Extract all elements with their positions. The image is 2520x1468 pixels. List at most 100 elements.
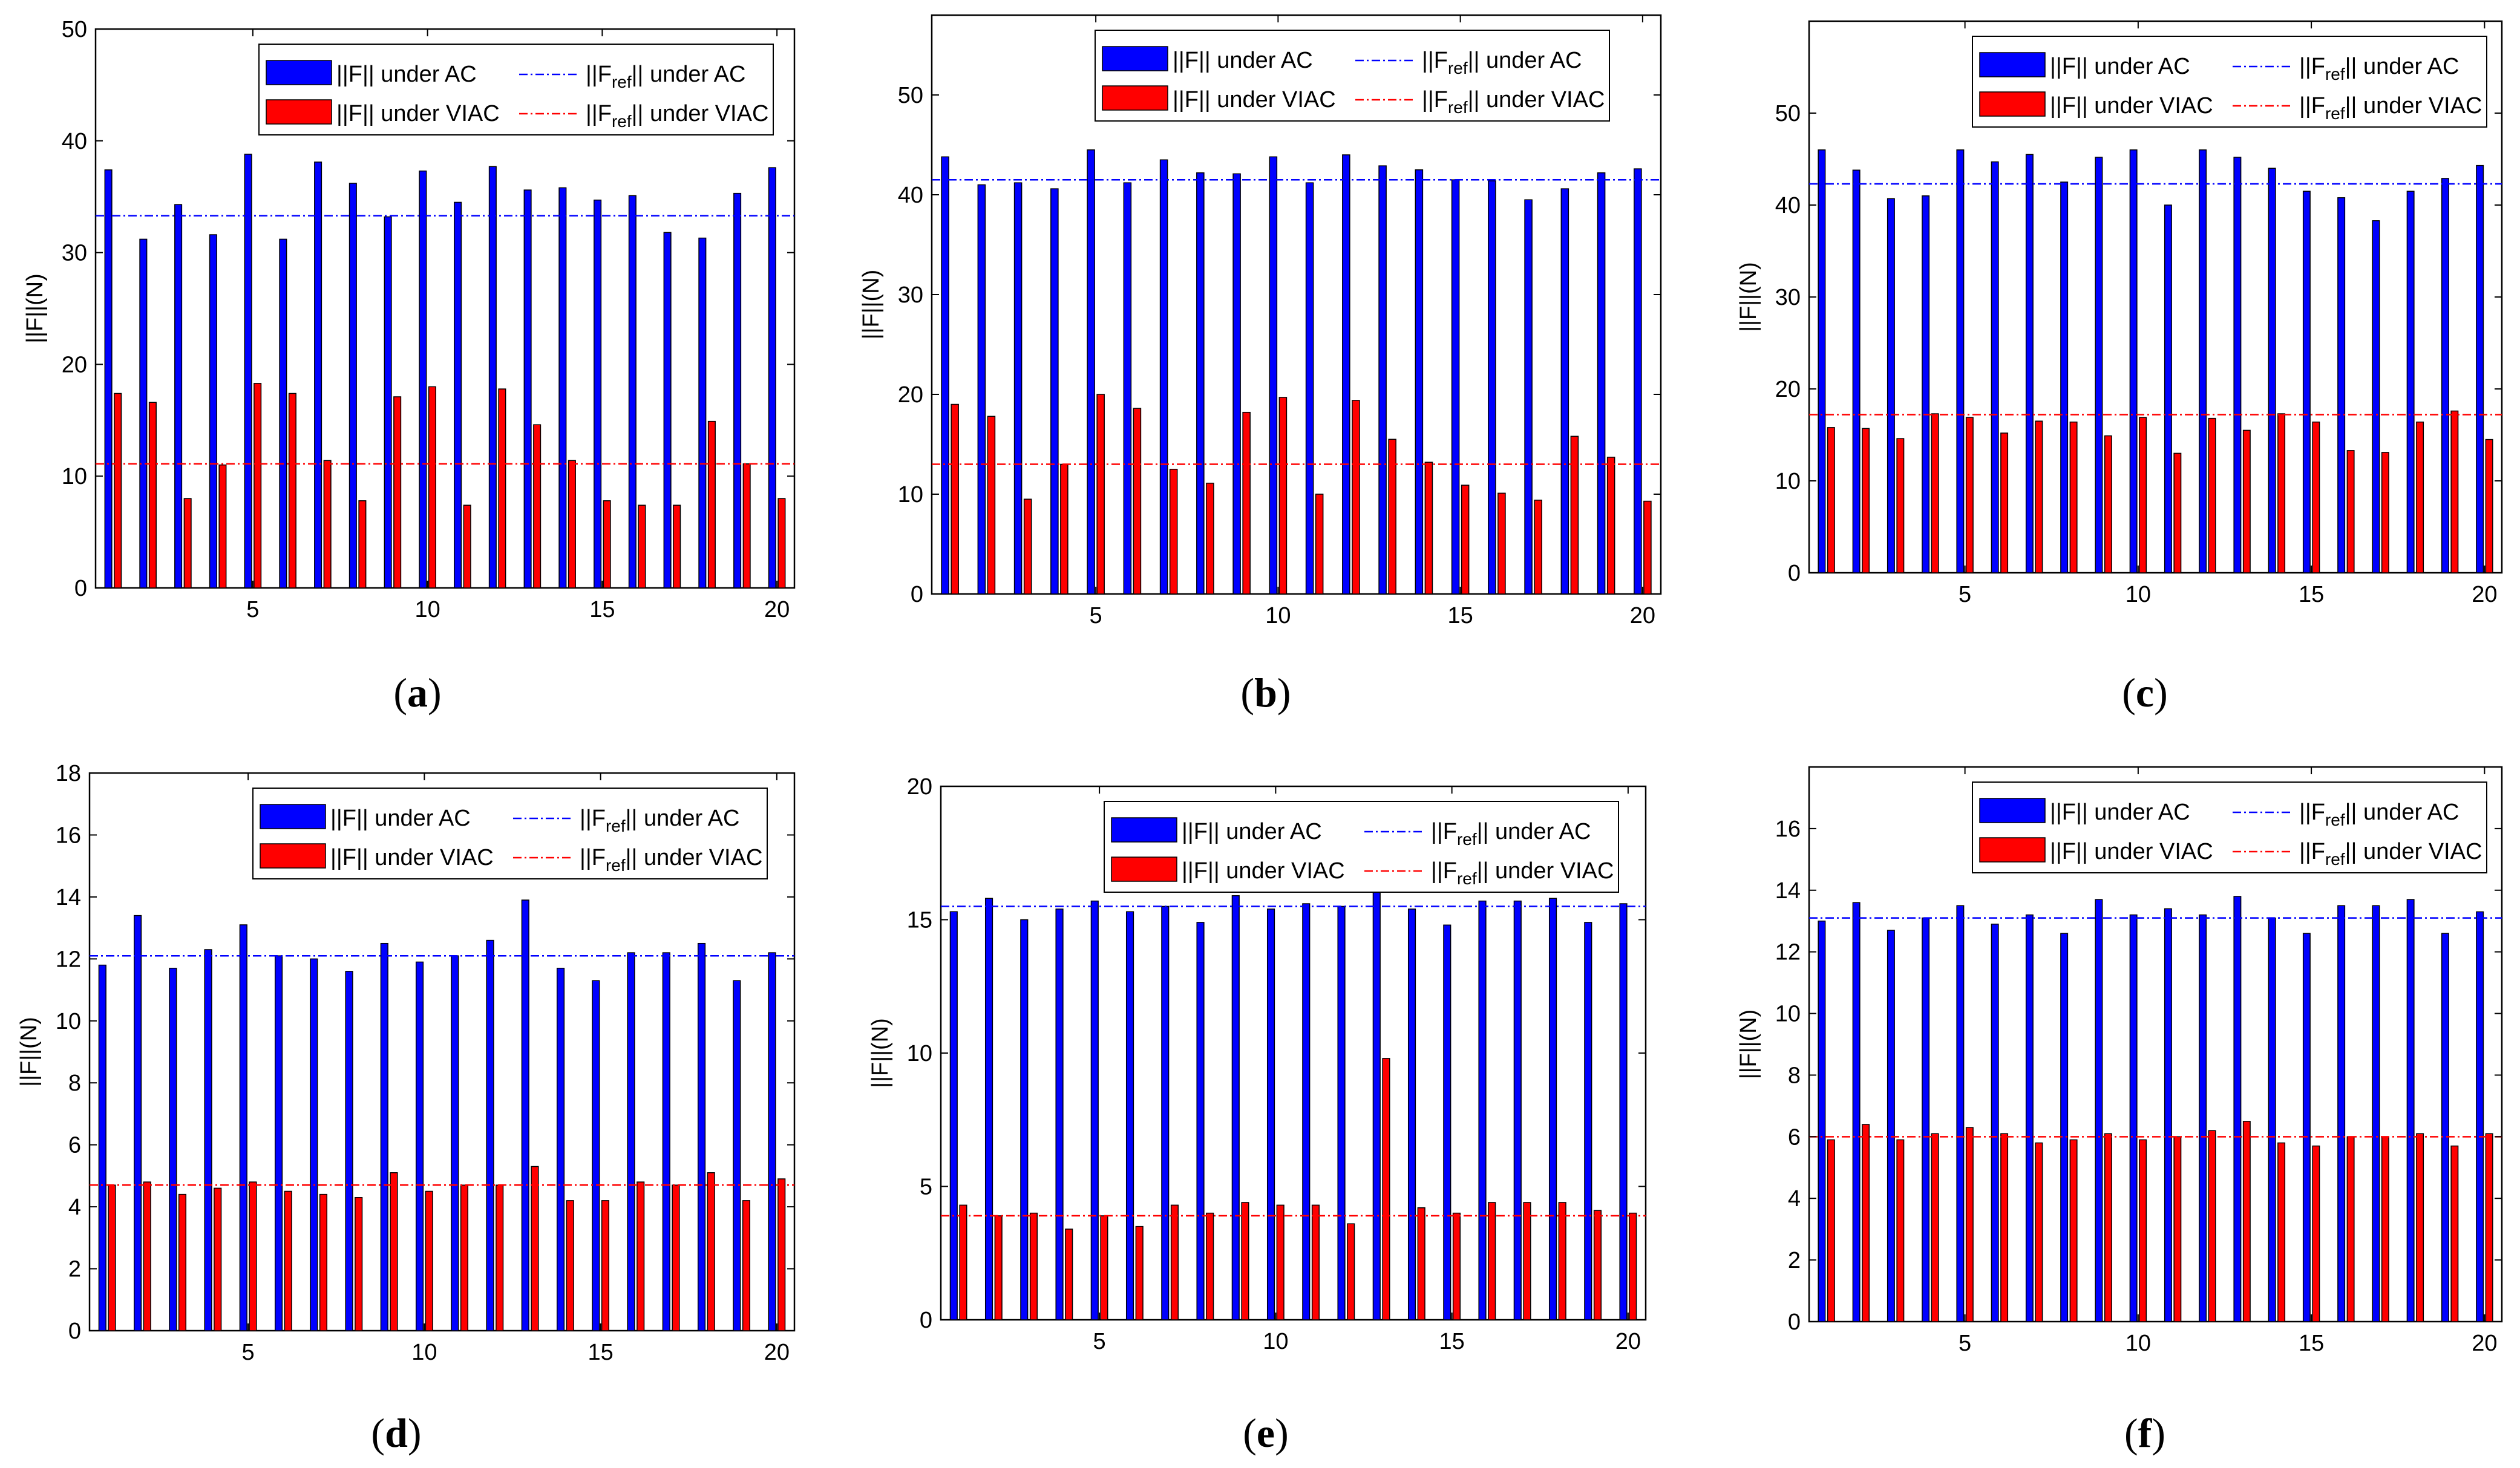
bar-viac <box>707 420 716 589</box>
bar-viac <box>1862 1124 1870 1322</box>
legend-ref-suffix: || under AC <box>632 62 746 87</box>
bar-ac <box>98 964 106 1331</box>
y-tick-label: 50 <box>62 17 87 42</box>
bar-ac <box>1956 149 1965 573</box>
bar-ac <box>1159 159 1168 595</box>
bar-viac <box>2139 1139 2147 1322</box>
bar-ac <box>1991 924 1999 1322</box>
bar-viac <box>1278 397 1288 595</box>
bar-viac <box>2139 417 2147 573</box>
y-tick-label: 40 <box>1775 193 1801 218</box>
bar-ac <box>733 980 741 1331</box>
bar-ac <box>1443 924 1451 1320</box>
bar-ac <box>204 949 212 1331</box>
legend-ref-suffix: || under AC <box>626 806 740 831</box>
legend-swatch-viac <box>1111 856 1177 882</box>
bar-viac <box>498 388 506 589</box>
bar-ac <box>2372 905 2380 1322</box>
bar-ac <box>2233 896 2242 1322</box>
bar-ac <box>1269 156 1278 595</box>
bar-ac <box>274 955 283 1331</box>
legend-ref-suffix: || under VIAC <box>2345 839 2482 864</box>
legend-ref-prefix: ||F <box>580 806 606 831</box>
bar-ac <box>592 980 600 1331</box>
bar-ac <box>209 234 217 589</box>
bar-viac <box>1417 1207 1425 1320</box>
bar-ac <box>1524 199 1533 595</box>
legend-box <box>1104 801 1619 893</box>
x-tick-label: 15 <box>589 597 615 622</box>
bar-viac <box>1347 1223 1355 1320</box>
bar-viac <box>601 1200 610 1331</box>
legend: ||F|| under AC||F|| under VIAC||Fref|| u… <box>1972 36 2487 128</box>
bar-ac <box>2233 157 2242 573</box>
bar-ac <box>1818 920 1826 1322</box>
legend-ref-sub: ref <box>612 73 632 91</box>
y-tick-label: 0 <box>1788 561 1801 586</box>
bar-ac <box>1922 917 1930 1322</box>
bar-viac <box>1965 1127 1974 1322</box>
bar-viac <box>1827 1139 1835 1322</box>
x-tick-label: 5 <box>1959 1331 1971 1356</box>
y-tick-label: 30 <box>1775 285 1801 310</box>
legend-ref-sub: ref <box>1448 59 1468 77</box>
bar-viac <box>2485 1133 2493 1322</box>
panel-label-open: ( <box>1243 1410 1257 1456</box>
bar-ac <box>1634 168 1642 595</box>
y-tick-label: 2 <box>1788 1248 1801 1273</box>
panel-label-close: ) <box>1275 1410 1289 1456</box>
bar-viac <box>1896 1139 1905 1322</box>
panel-label: (a) <box>393 670 441 716</box>
legend-label-ref-viac: ||Fref|| under VIAC <box>580 845 762 875</box>
legend-swatch-viac <box>1102 85 1168 111</box>
y-tick-label: 50 <box>898 83 923 108</box>
bar-ac <box>1342 154 1350 595</box>
legend-ref-sub: ref <box>1457 869 1477 888</box>
legend-ref-prefix: ||F <box>2299 800 2325 825</box>
bar-viac <box>672 1184 680 1331</box>
bar-ac <box>1597 172 1606 595</box>
legend-label-viac: ||F|| under VIAC <box>336 101 500 126</box>
bar-viac <box>108 1184 116 1331</box>
panel-label-letter: d <box>385 1410 408 1456</box>
legend-swatch-viac <box>1979 91 2046 117</box>
legend-box <box>1972 781 2487 873</box>
bar-ac <box>521 899 529 1331</box>
bar-ac <box>1478 900 1487 1320</box>
bar-viac <box>1424 462 1433 595</box>
bar-ac <box>1266 909 1275 1320</box>
bar-ac <box>2129 149 2138 573</box>
bar-viac <box>1629 1212 1637 1320</box>
bar-viac <box>218 464 227 589</box>
bar-ac <box>104 169 113 589</box>
bar-viac <box>178 1193 187 1331</box>
bar-viac <box>214 1187 222 1331</box>
bar-viac <box>777 1178 786 1331</box>
bar-ac <box>1337 905 1346 1320</box>
x-tick-label: 15 <box>2299 582 2324 607</box>
bar-viac <box>566 1200 574 1331</box>
bar-viac <box>568 460 576 589</box>
legend-swatch-ac <box>260 804 326 829</box>
y-tick-label: 30 <box>898 282 923 308</box>
bar-viac <box>1352 400 1360 595</box>
bar-ac <box>523 189 532 589</box>
bar-viac <box>2173 452 2182 573</box>
panel-label-open: ( <box>393 670 407 716</box>
x-tick-label: 10 <box>414 597 440 622</box>
y-tick-label: 10 <box>907 1041 932 1066</box>
bar-viac <box>1096 394 1105 595</box>
bar-ac <box>1991 161 1999 573</box>
y-axis-label: ||F||(N) <box>1736 262 1761 331</box>
bar-viac <box>707 1172 715 1331</box>
bar-ac <box>2302 191 2311 573</box>
y-tick-label: 0 <box>911 582 923 607</box>
bar-ac <box>2060 933 2069 1322</box>
legend-label-viac: ||F|| under VIAC <box>2050 839 2213 864</box>
bar-viac <box>1100 1215 1108 1320</box>
bar-viac <box>2277 413 2286 573</box>
